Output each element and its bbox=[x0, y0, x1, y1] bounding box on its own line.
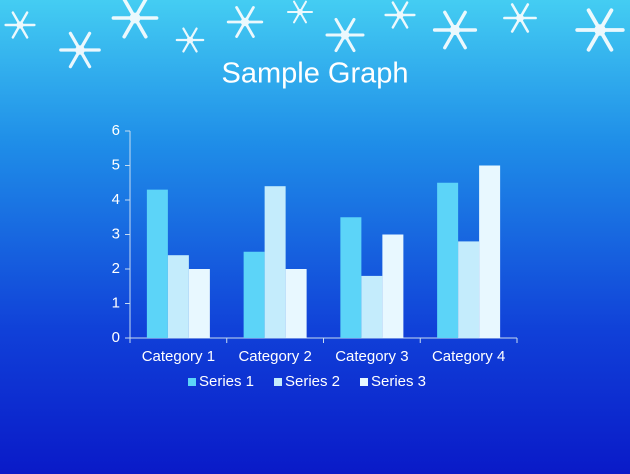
bar bbox=[382, 234, 404, 338]
bar bbox=[146, 189, 168, 338]
x-tick-label: Category 2 bbox=[238, 348, 311, 365]
bar bbox=[167, 255, 189, 338]
x-tick-label: Category 1 bbox=[142, 348, 215, 365]
bar bbox=[340, 217, 362, 338]
bar bbox=[437, 182, 459, 338]
legend-swatch bbox=[274, 378, 282, 386]
y-tick-label: 0 bbox=[112, 329, 120, 346]
y-tick-label: 1 bbox=[112, 294, 120, 311]
y-tick-label: 5 bbox=[112, 156, 120, 173]
legend-swatch bbox=[360, 378, 368, 386]
y-tick-label: 4 bbox=[112, 191, 120, 208]
x-tick-label: Category 4 bbox=[432, 348, 505, 365]
bar bbox=[285, 269, 307, 338]
legend-label: Series 2 bbox=[285, 373, 340, 390]
legend-label: Series 1 bbox=[199, 373, 254, 390]
bar bbox=[479, 165, 501, 338]
bar bbox=[243, 251, 265, 338]
x-tick-label: Category 3 bbox=[335, 348, 408, 365]
bar bbox=[264, 186, 286, 338]
legend-label: Series 3 bbox=[371, 373, 426, 390]
legend-swatch bbox=[188, 378, 196, 386]
chart-title: Sample Graph bbox=[222, 58, 409, 90]
bar bbox=[188, 269, 210, 338]
y-tick-label: 2 bbox=[112, 260, 120, 277]
bar bbox=[361, 275, 383, 338]
y-tick-label: 6 bbox=[112, 122, 120, 139]
y-tick-label: 3 bbox=[112, 225, 120, 242]
bar bbox=[458, 241, 480, 338]
